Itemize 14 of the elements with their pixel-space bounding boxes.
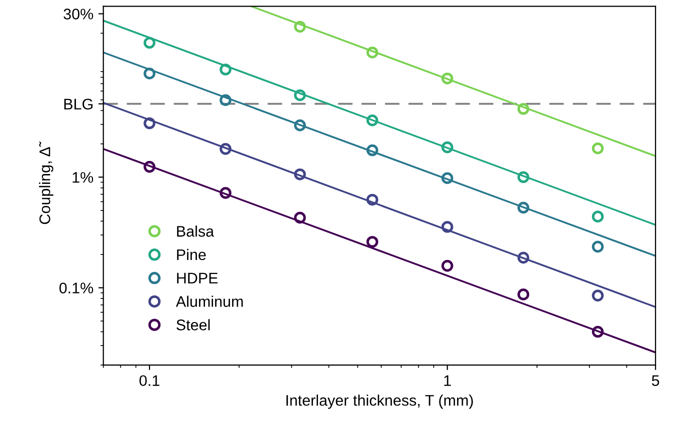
legend-label: Balsa — [177, 226, 214, 237]
y-tick-label: BLG — [64, 98, 92, 110]
legend-label: HDPE — [177, 272, 218, 284]
y-tick-label: 0.1% — [59, 282, 94, 294]
y-tick-label: 1% — [72, 172, 94, 183]
y-tick-label: 30% — [64, 8, 94, 20]
x-axis-title: Interlayer thickness, T (mm) — [286, 394, 473, 409]
legend-label: Aluminum — [176, 296, 243, 307]
x-tick-label: 1 — [444, 375, 451, 386]
legend-label: Pine — [177, 248, 206, 260]
x-tick-label: 0.1 — [139, 375, 160, 386]
legend-label: Steel — [176, 319, 210, 330]
y-axis-title: Coupling, Δ̃ — [39, 141, 54, 224]
x-tick-label: 5 — [652, 375, 660, 386]
